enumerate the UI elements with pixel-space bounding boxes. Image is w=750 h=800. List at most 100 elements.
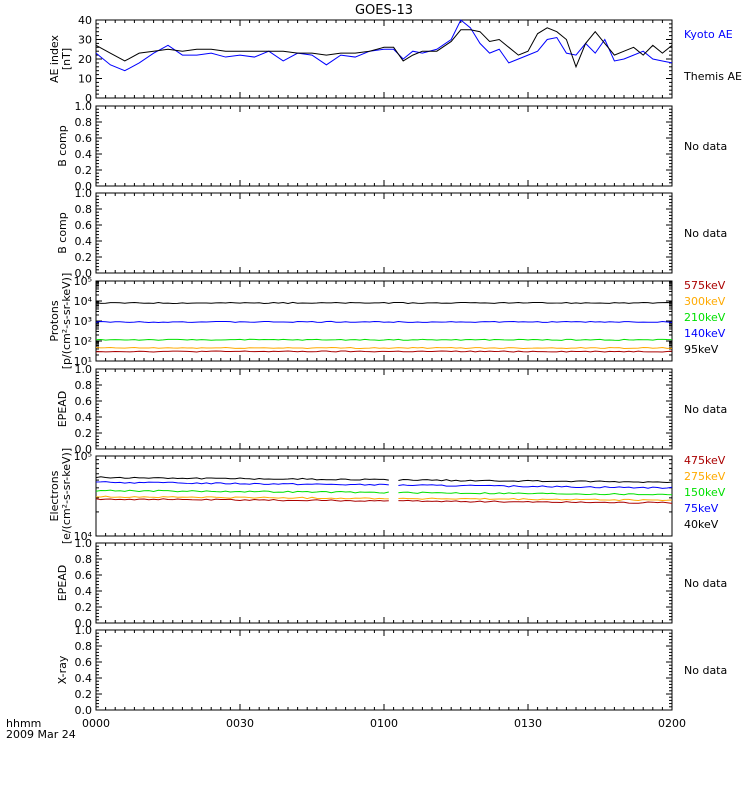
y-tick-label: 10¹	[74, 355, 92, 368]
y-tick-label: 0.8	[75, 116, 93, 129]
legend-140kev: 140keV	[684, 327, 726, 340]
y-tick-label: 0.2	[75, 688, 93, 701]
panel-1-ae: 0 10 20 30 40 AE index [nT] Kyoto AE Themis AE	[48, 14, 742, 105]
series-40kev	[398, 478, 673, 484]
y-tick-label: 0.6	[75, 569, 93, 582]
legend-themis-ae: Themis AE	[683, 70, 742, 83]
series-475kev	[398, 499, 673, 504]
y-tick-label: 10	[78, 73, 92, 86]
panel-frame	[95, 19, 673, 99]
legend-575kev: 575keV	[684, 279, 726, 292]
y-tick-label: 0.8	[75, 379, 93, 392]
legend-75kev: 75keV	[684, 502, 719, 515]
y-tick-label: 0.8	[75, 203, 93, 216]
series-150kev	[398, 491, 673, 496]
y-axis-label: X-ray	[56, 655, 69, 684]
series-575kev	[95, 350, 673, 353]
y-tick-label: 0	[85, 92, 92, 105]
panel-2-empty: 0.0 0.2 0.4 0.6 0.8 1.0 B comp No data	[56, 100, 727, 193]
legend-275kev: 275keV	[684, 470, 726, 483]
y-tick-label: 10³	[74, 315, 92, 328]
no-data-label: No data	[684, 227, 727, 240]
y-tick-label: 0.8	[75, 553, 93, 566]
panel-frame	[95, 280, 673, 362]
y-tick-label: 0.6	[75, 219, 93, 232]
series-275kev	[398, 497, 673, 502]
legend-475kev: 475keV	[684, 454, 726, 467]
y-tick-label: 0.2	[75, 251, 93, 264]
panel-frame	[95, 192, 673, 274]
y-tick-label: 0.4	[75, 148, 93, 161]
y-tick-label: 10⁴	[74, 295, 93, 308]
y-axis-label: AE index	[48, 34, 61, 83]
figure-title: GOES-13	[355, 3, 413, 18]
y-tick-label: 10²	[74, 335, 92, 348]
legend-kyoto-ae: Kyoto AE	[684, 28, 733, 41]
time-axis-label-hhmm: hhmm	[6, 717, 41, 730]
panel-6-electrons: 10⁴ 10⁵ Electrons [e/(cm²-s-sr-keV)] 475keV 2…	[48, 448, 726, 544]
panel-3-empty: 0.0 0.2 0.4 0.6 0.8 1.0 B comp No data	[56, 187, 727, 280]
y-tick-label: 20	[78, 53, 92, 66]
series-210kev	[95, 338, 673, 341]
series-kyoto-ae	[95, 19, 673, 72]
series-275kev	[95, 495, 389, 500]
series-themis-ae	[95, 27, 673, 69]
y-tick-label: 10⁵	[74, 275, 92, 288]
no-data-label: No data	[684, 403, 727, 416]
y-axis-label: B comp	[56, 125, 69, 167]
panel-8-empty: 0.0 0.2 0.4 0.6 0.8 1.0 X-ray No data	[56, 624, 727, 717]
y-tick-label: 10⁵	[74, 450, 92, 463]
y-tick-label: 40	[78, 14, 92, 27]
panel-frame	[95, 455, 673, 537]
y-tick-label: 0.0	[75, 267, 93, 280]
y-tick-label: 0.2	[75, 601, 93, 614]
y-tick-label: 0.6	[75, 656, 93, 669]
y-tick-label: 0.2	[75, 427, 93, 440]
y-axis-label: [nT]	[60, 48, 73, 70]
series-75kev	[398, 484, 673, 489]
no-data-label: No data	[684, 140, 727, 153]
y-tick-label: 1.0	[75, 100, 93, 113]
y-axis-label: [e/(cm²-s-sr-keV)]	[60, 448, 73, 544]
y-axis-label: Electrons	[48, 470, 61, 521]
time-tick-label: 0130	[514, 717, 542, 730]
time-tick-label: 0200	[658, 717, 686, 730]
panel-4-protons: 10¹ 10² 10³ 10⁴ 10⁵ Protons [p/(cm²-s-sr-keV)]…	[48, 273, 726, 370]
y-axis-label: Protons	[48, 300, 61, 341]
panel-frame	[95, 542, 673, 624]
y-axis-label: EPEAD	[56, 391, 69, 428]
series-95kev	[95, 301, 673, 304]
series-75kev	[95, 481, 389, 486]
series-40kev	[95, 476, 389, 481]
y-axis-label: [p/(cm²-s-sr-keV)]	[60, 273, 73, 370]
y-tick-label: 0.8	[75, 640, 93, 653]
y-tick-label: 0.4	[75, 585, 93, 598]
time-axis-label-date: 2009 Mar 24	[6, 728, 76, 741]
y-tick-label: 1.0	[75, 187, 93, 200]
y-tick-label: 1.0	[75, 363, 93, 376]
y-tick-label: 0.4	[75, 235, 93, 248]
legend-40kev: 40keV	[684, 518, 719, 531]
y-tick-label: 0.0	[75, 443, 93, 456]
y-tick-label: 0.2	[75, 164, 93, 177]
y-axis-label: EPEAD	[56, 565, 69, 602]
no-data-label: No data	[684, 577, 727, 590]
y-tick-label: 1.0	[75, 624, 93, 637]
time-tick-label: 0000	[82, 717, 110, 730]
y-axis-label: B comp	[56, 212, 69, 254]
panel-7-empty: 0.0 0.2 0.4 0.6 0.8 1.0 EPEAD No data	[56, 537, 727, 630]
y-tick-label: 0.0	[75, 180, 93, 193]
y-tick-label: 10⁴	[74, 530, 93, 543]
panels: 0 10 20 30 40 AE index [nT] Kyoto AE Themis AE 0.…	[48, 14, 742, 717]
y-tick-label: 0.0	[75, 704, 93, 717]
series-140kev	[95, 320, 673, 323]
series-300kev	[95, 346, 673, 349]
series-475kev	[95, 498, 389, 502]
y-tick-label: 0.6	[75, 132, 93, 145]
y-tick-label: 30	[78, 34, 92, 47]
panel-frame	[95, 105, 673, 187]
legend-300kev: 300keV	[684, 295, 726, 308]
y-tick-label: 0.6	[75, 395, 93, 408]
legend-150kev: 150keV	[684, 486, 726, 499]
